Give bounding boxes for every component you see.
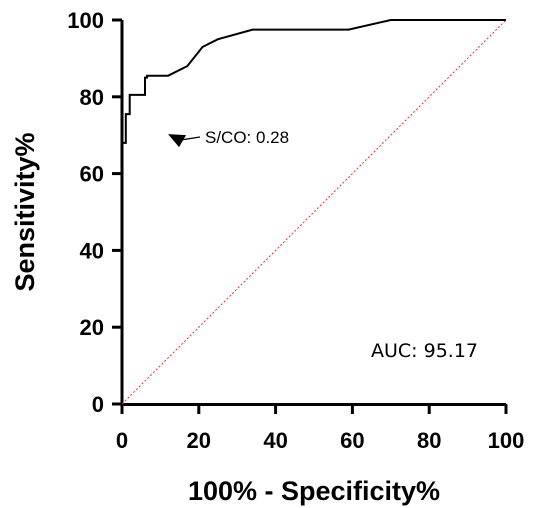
x-tick-label-40: 40 (263, 428, 287, 453)
x-tick-label-100: 100 (488, 428, 525, 453)
series-layer (121, 19, 507, 405)
axis-ticks: 0 20 40 60 80 100 0 20 40 60 80 100 (67, 8, 524, 453)
x-tick-label-20: 20 (187, 428, 211, 453)
y-tick-label-0: 0 (92, 392, 104, 417)
auc-annotation: AUC: 95.17 (371, 340, 478, 362)
y-tick-label-80: 80 (80, 85, 104, 110)
x-tick-label-80: 80 (417, 428, 441, 453)
x-tick-label-60: 60 (340, 428, 364, 453)
y-tick-label-40: 40 (80, 238, 104, 263)
cutoff-annotation: S/CO: 0.28 (205, 128, 289, 147)
y-tick-label-100: 100 (67, 8, 104, 33)
y-tick-label-60: 60 (80, 162, 104, 187)
x-tick-label-0: 0 (116, 428, 128, 453)
x-axis-title: 100% - Specificity% (188, 476, 440, 506)
roc-curve (121, 19, 506, 197)
reference-diagonal-line (121, 19, 507, 405)
y-axis-title: Sensitivity% (10, 132, 40, 291)
y-tick-label-20: 20 (80, 315, 104, 340)
annotations-layer: S/CO: 0.28 AUC: 95.17 (168, 128, 478, 362)
annotation-arrow-head (168, 134, 187, 148)
